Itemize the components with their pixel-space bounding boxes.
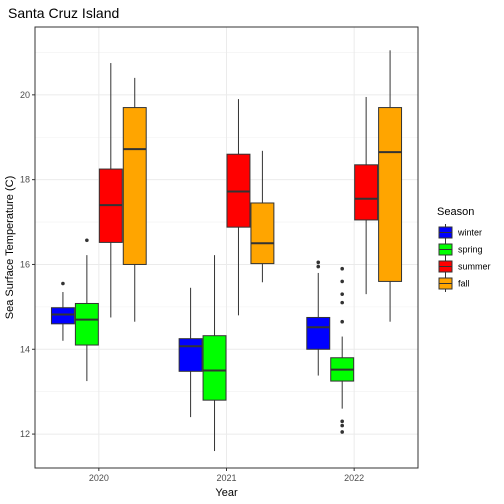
grid [35,27,418,468]
outlier-point [316,264,321,269]
outlier-point [340,319,344,324]
outlier-point [61,281,65,286]
y-tick-label: 12 [20,429,30,439]
y-axis: 12 14 16 18 20 [20,90,35,439]
box-summer-2020 [98,63,123,318]
outlier-point [340,266,344,271]
y-tick-label: 16 [20,259,30,269]
box-winter-2020 [50,281,75,341]
x-tick-label: 2022 [344,473,364,483]
y-tick-label: 18 [20,175,30,185]
legend: Season winter spring summer fall [437,206,491,292]
box-body [202,335,227,401]
x-axis-title: Year [215,487,238,499]
legend-item-winter: winter [438,224,482,241]
outlier-point [340,292,344,296]
y-tick-label: 14 [20,344,30,354]
box-summer-2022 [354,96,379,295]
outlier-point [340,300,344,305]
outlier-point [340,430,344,434]
box-body [122,107,147,265]
x-tick-label: 2021 [216,473,236,483]
legend-title: Season [437,206,474,218]
box-body [74,302,99,346]
box-body [306,316,331,350]
box-body [378,107,403,282]
x-axis: 2020 2021 2022 [89,468,364,483]
box-winter-2021 [178,287,203,418]
box-fall-2021 [250,150,275,283]
boxes [50,50,403,452]
box-winter-2022 [306,260,331,376]
box-body [250,202,275,265]
box-spring-2020 [74,238,99,382]
box-body [354,164,379,221]
y-axis-title: Sea Surface Temperature (C) [4,176,16,319]
legend-label: spring [458,245,483,255]
legend-label: fall [458,279,470,289]
box-summer-2021 [226,99,251,316]
outlier-point [340,423,344,428]
box-fall-2020 [122,77,147,322]
outlier-point [340,279,344,284]
outlier-point [340,419,344,424]
box-fall-2022 [378,50,403,322]
legend-label: winter [457,228,482,238]
legend-item-summer: summer [438,258,491,275]
chart-title: Santa Cruz Island [8,5,119,21]
box-body [178,338,203,372]
legend-label: summer [458,262,491,272]
box-spring-2022 [330,266,355,434]
outlier-point [85,238,89,243]
x-tick-label: 2020 [89,473,109,483]
box-spring-2021 [202,255,227,452]
legend-item-spring: spring [438,241,483,258]
y-tick-label: 20 [20,90,30,100]
box-body [50,307,75,325]
legend-item-fall: fall [438,275,470,292]
outlier-point [316,260,321,265]
